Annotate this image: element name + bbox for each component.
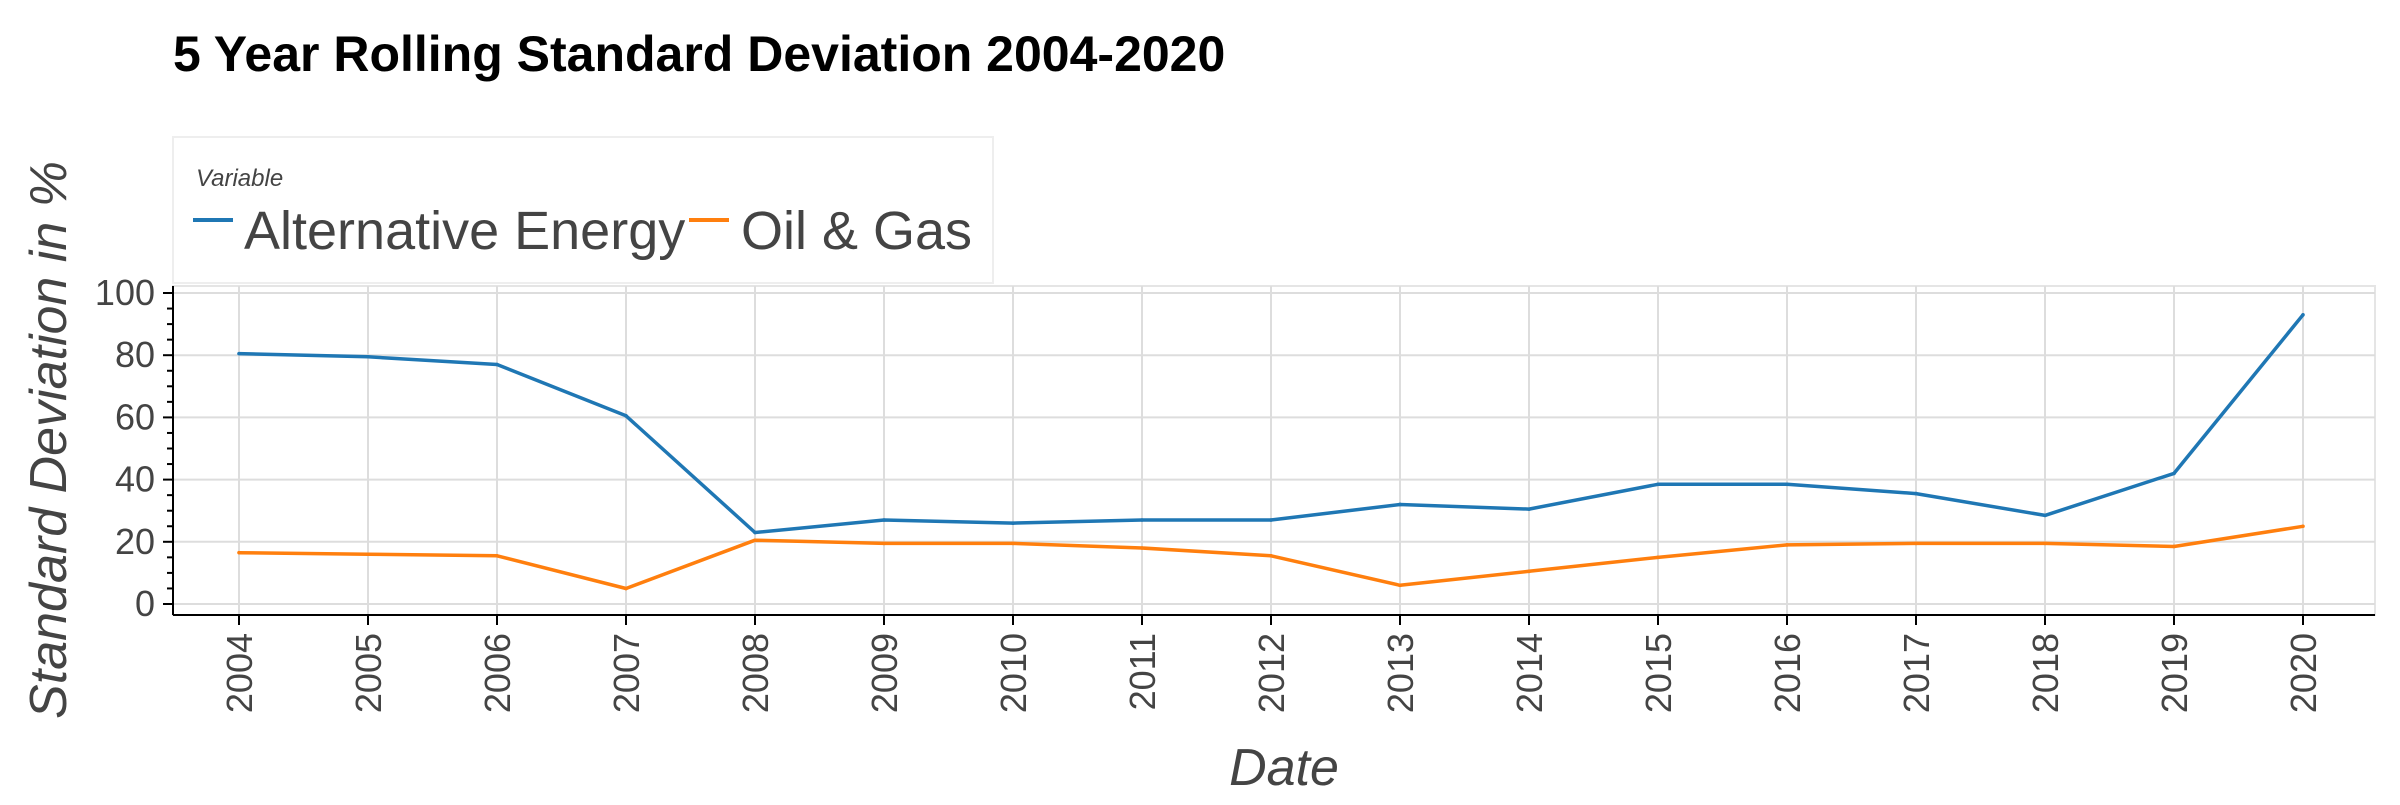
x-tick-label: 2018 xyxy=(2025,633,2066,713)
x-axis-label: Date xyxy=(1229,739,1339,797)
x-tick-label: 2007 xyxy=(606,633,647,713)
data-point xyxy=(2043,513,2047,518)
data-point xyxy=(2301,524,2305,529)
legend-entry-label[interactable]: Alternative Energy xyxy=(244,201,685,261)
x-tick-label: 2013 xyxy=(1380,633,1421,713)
plot-area xyxy=(172,285,2376,616)
x-tick-label: 2020 xyxy=(2283,633,2324,713)
x-tick-label: 2012 xyxy=(1251,633,1292,713)
data-point xyxy=(1527,569,1531,574)
legend-title: Variable xyxy=(196,165,283,192)
data-point xyxy=(1656,482,1660,487)
data-point xyxy=(1785,482,1789,487)
data-point xyxy=(495,362,499,367)
data-point xyxy=(1527,507,1531,511)
data-point xyxy=(2172,471,2176,476)
data-point xyxy=(882,541,886,546)
data-point xyxy=(366,552,370,557)
y-axis-label: Standard Deviation in % xyxy=(20,161,78,719)
x-tick-label: 2019 xyxy=(2154,633,2195,713)
data-point xyxy=(1011,521,1015,525)
y-tick-label: 100 xyxy=(95,272,155,313)
x-tick-label: 2014 xyxy=(1509,633,1550,713)
chart-title: 5 Year Rolling Standard Deviation 2004-2… xyxy=(173,26,1226,82)
y-tick-label: 40 xyxy=(115,459,155,500)
y-tick-label: 0 xyxy=(135,583,155,624)
x-tick-label: 2011 xyxy=(1122,633,1163,710)
y-tick-label: 60 xyxy=(115,396,155,437)
data-point xyxy=(753,538,757,543)
data-point xyxy=(1914,541,1918,546)
data-point xyxy=(1140,546,1144,550)
x-tick-label: 2008 xyxy=(735,633,776,713)
data-point xyxy=(1269,553,1273,558)
data-point xyxy=(2043,541,2047,546)
data-point xyxy=(366,354,370,359)
legend-box xyxy=(172,136,994,284)
x-tick-label: 2009 xyxy=(864,633,905,713)
data-point xyxy=(882,518,886,522)
x-tick-label: 2017 xyxy=(1896,633,1937,713)
x-tick-label: 2015 xyxy=(1638,633,1679,713)
legend-entry-label[interactable]: Oil & Gas xyxy=(741,201,972,261)
data-point xyxy=(2172,544,2176,549)
data-point xyxy=(753,530,757,535)
data-point xyxy=(1914,491,1918,496)
data-point xyxy=(624,414,628,418)
x-tick-label: 2010 xyxy=(993,633,1034,713)
data-point xyxy=(495,553,499,558)
data-point xyxy=(237,351,241,356)
y-tick-label: 80 xyxy=(115,334,155,375)
data-point xyxy=(237,550,241,555)
data-point xyxy=(1140,518,1144,522)
data-point xyxy=(2301,312,2305,317)
data-point xyxy=(1269,518,1273,522)
x-tick-label: 2006 xyxy=(477,633,518,713)
data-point xyxy=(624,586,628,591)
x-tick-label: 2004 xyxy=(219,633,260,713)
data-point xyxy=(1398,583,1402,588)
data-point xyxy=(1398,502,1402,507)
data-point xyxy=(1656,555,1660,560)
data-point xyxy=(1785,543,1789,547)
x-tick-label: 2016 xyxy=(1767,633,1808,713)
x-tick-label: 2005 xyxy=(348,633,389,713)
y-tick-label: 20 xyxy=(115,521,155,562)
data-point xyxy=(1011,541,1015,546)
